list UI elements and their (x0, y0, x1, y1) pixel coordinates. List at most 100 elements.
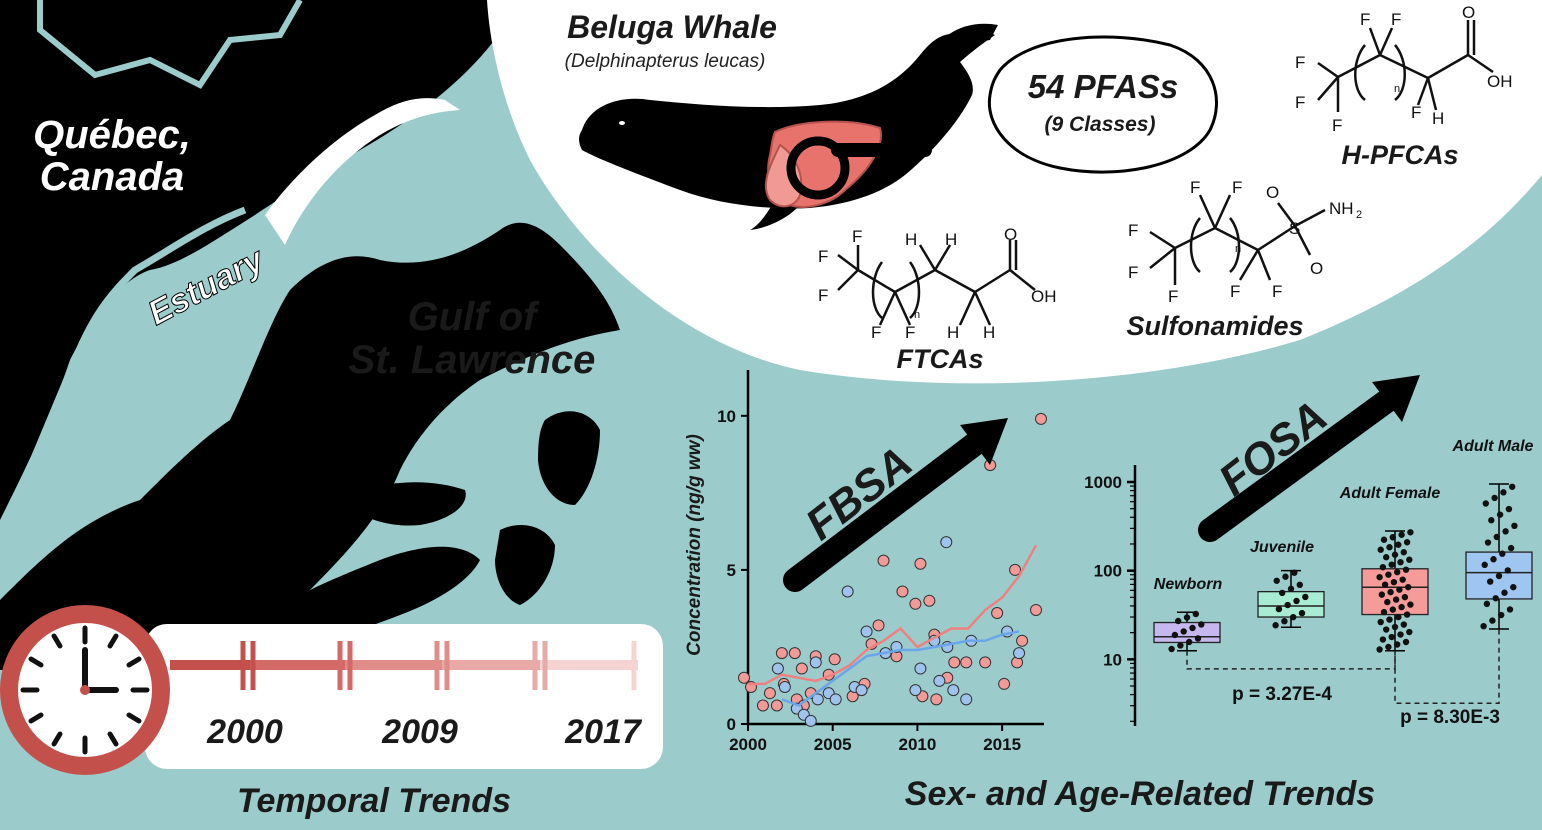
box-point (1391, 551, 1399, 558)
svg-text:S: S (1289, 219, 1300, 238)
box-point (1168, 645, 1175, 653)
box-point (1391, 623, 1399, 631)
scatter-point (775, 647, 788, 660)
info-panel-background (487, 0, 1542, 384)
species-latin-name: (Delphinapterus leucas) (565, 51, 766, 72)
box-point (1180, 628, 1187, 635)
svg-text:F: F (1230, 282, 1240, 301)
box-point (1498, 611, 1505, 619)
clock-ticks (20, 625, 150, 755)
scatter-point (930, 693, 943, 706)
box-point (1388, 561, 1395, 568)
magnifier-lens (786, 136, 850, 200)
box-point (1511, 522, 1518, 530)
box-point (1488, 517, 1495, 524)
svg-text:H: H (905, 230, 917, 249)
box-point (1506, 606, 1514, 613)
box-iqr (1257, 590, 1325, 618)
p-value-female-vs-male: p = 8.30E-3 (1400, 707, 1500, 728)
box-point (1392, 596, 1400, 603)
svg-text:NH: NH (1329, 199, 1354, 218)
svg-text:OH: OH (1031, 287, 1057, 306)
svg-text:F: F (1391, 10, 1401, 29)
box-point (1495, 572, 1503, 580)
box-point (1279, 589, 1286, 597)
box-point (1395, 613, 1402, 621)
scatter-point (738, 671, 750, 684)
scatter-point (960, 656, 973, 669)
cape-breton (538, 411, 600, 505)
svg-text:F: F (905, 323, 915, 342)
svg-text:F: F (1295, 93, 1305, 112)
mainland-edge (0, 206, 247, 542)
box-point (1496, 511, 1504, 518)
scatter-point (998, 677, 1011, 690)
svg-text:F: F (1190, 178, 1200, 197)
svg-text:F: F (1128, 263, 1138, 282)
box-point (1386, 544, 1393, 551)
p-value-newborn-vs-female: p = 3.27E-4 (1232, 684, 1332, 705)
scatter-point (1035, 412, 1047, 425)
quebec-label-line1: Québec, (33, 113, 191, 157)
box-point (1384, 598, 1391, 606)
svg-text:n: n (914, 309, 920, 321)
box-point (1499, 550, 1506, 557)
group-label-newborn: Newborn (1154, 576, 1223, 593)
svg-text:F: F (1295, 53, 1305, 72)
scatter-point (1030, 603, 1042, 616)
box-point (1403, 611, 1411, 618)
scatter-point (947, 684, 960, 697)
box-point (1407, 529, 1414, 536)
sulfonamides-label: Sulfonamides (1126, 311, 1303, 341)
scatter-point (804, 714, 817, 727)
scatter-point (979, 656, 992, 669)
sulfonamide-atoms: F F F F F F F S O O NH 2 n (1128, 178, 1362, 306)
box-point (1386, 616, 1393, 623)
sex-age-trends-title: Sex- and Age-Related Trends (905, 775, 1375, 813)
box-point (1192, 610, 1200, 618)
box-point (1402, 566, 1410, 573)
pfas-classes: (9 Classes) (1045, 113, 1156, 136)
scatter-point (991, 607, 1004, 620)
box-point (1510, 583, 1517, 591)
scatter-point (855, 684, 868, 697)
box-point (1296, 581, 1304, 589)
ftcas-label: FTCAs (897, 344, 984, 374)
ftca-structure (837, 240, 1036, 326)
whale-tail (930, 23, 998, 58)
box-point (1186, 638, 1193, 646)
box-point (1397, 558, 1404, 566)
whale-eye (619, 121, 625, 125)
scatter-point (909, 597, 922, 610)
fosa-arrow (1198, 375, 1420, 542)
box-y-tick-label: 10 (1103, 650, 1122, 669)
map (0, 0, 620, 670)
svg-text:OH: OH (1487, 72, 1513, 91)
box-point (1275, 605, 1283, 613)
scatter-point (811, 693, 824, 706)
box-point (1377, 618, 1384, 626)
scatter-point (923, 594, 936, 607)
scatter-point (1013, 647, 1026, 660)
scatter-point (770, 699, 783, 712)
box-point (1376, 573, 1383, 581)
box-point (1378, 591, 1386, 598)
box-point (1483, 600, 1491, 608)
box-point (1298, 609, 1306, 617)
gulf-label-line2: St. Lawrence (349, 338, 596, 382)
scatter-point (877, 554, 890, 567)
scatter-point (860, 625, 873, 638)
scatter-trend-line (781, 630, 1020, 707)
box-point (1394, 568, 1401, 576)
svg-text:H: H (945, 230, 957, 249)
group-label-adult-female: Adult Female (1339, 485, 1441, 502)
box-point (1406, 556, 1413, 563)
box-point (1389, 534, 1397, 541)
box-point (1380, 536, 1388, 543)
box-iqr (1361, 568, 1429, 616)
svg-text:F: F (871, 323, 881, 342)
box-point (1398, 531, 1405, 538)
scatter-point (829, 693, 842, 706)
box-point (1194, 635, 1202, 642)
box-point (1507, 544, 1515, 552)
